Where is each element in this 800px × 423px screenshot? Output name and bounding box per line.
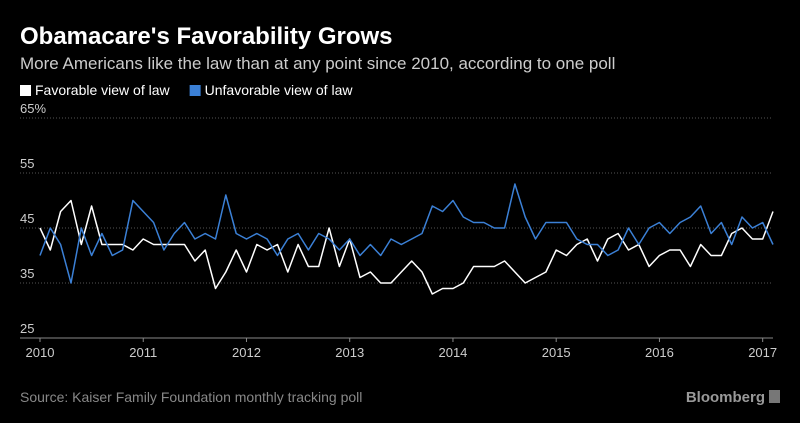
y-tick-label: 65%: [20, 101, 46, 116]
series-line: [39, 183, 774, 284]
legend-swatch: [20, 85, 31, 96]
x-tick-label: 2016: [645, 345, 674, 360]
x-tick-label: 2015: [542, 345, 571, 360]
x-tick-label: 2010: [26, 345, 55, 360]
x-tick-label: 2017: [748, 345, 777, 360]
x-tick-label: 2013: [335, 345, 364, 360]
chart-title: Obamacare's Favorability Grows: [20, 23, 393, 50]
legend-label: Unfavorable view of law: [205, 82, 354, 98]
legend-label: Favorable view of law: [35, 82, 171, 98]
series-line: [39, 199, 774, 295]
brand: Bloomberg: [686, 389, 765, 406]
chart-subtitle: More Americans like the law than at any …: [20, 54, 615, 73]
legend-swatch: [189, 85, 201, 96]
source: Source: Kaiser Family Foundation monthly…: [20, 389, 362, 405]
brand-icon: [769, 390, 780, 403]
x-tick-label: 2014: [438, 345, 467, 360]
y-tick-label: 35: [20, 266, 34, 281]
x-tick-label: 2012: [232, 345, 261, 360]
x-tick-label: 2011: [129, 345, 157, 360]
y-tick-label: 55: [20, 156, 34, 171]
y-tick-label: 45: [20, 211, 34, 226]
y-tick-label: 25: [20, 321, 34, 336]
